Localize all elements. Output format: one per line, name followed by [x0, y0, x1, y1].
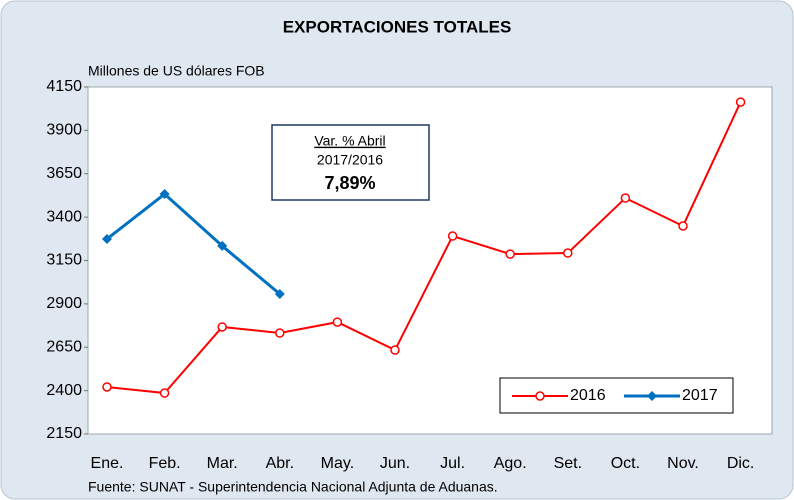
- plot-area: [87, 86, 773, 435]
- point: [505, 249, 515, 259]
- point: [735, 97, 746, 107]
- y-tick-label: 3650: [46, 165, 82, 182]
- y-tick-label: 2400: [46, 382, 82, 399]
- point: [390, 345, 400, 355]
- y-tick-label: 4150: [46, 78, 82, 95]
- legend-label: 2016: [570, 387, 606, 404]
- y-tick-label: 3400: [46, 208, 82, 225]
- annotation-sub: 2017/2016: [317, 152, 383, 168]
- x-tick-label: Dic.: [727, 455, 755, 472]
- source: Fuente: SUNAT - Superintendencia Naciona…: [88, 479, 498, 495]
- point: [563, 248, 573, 258]
- point: [275, 328, 285, 338]
- y-tick-label: 2900: [46, 295, 82, 312]
- x-tick-label: Jun.: [380, 455, 410, 472]
- point: [159, 189, 170, 200]
- line: [106, 192, 281, 296]
- point: [447, 231, 458, 241]
- x-tick-label: Jul.: [440, 455, 465, 472]
- annotation-title: Var. % Abril: [314, 133, 385, 149]
- x-tick-label: May.: [321, 455, 354, 472]
- x-tick-label: Nov.: [667, 455, 699, 472]
- point: [678, 221, 688, 231]
- line: [106, 101, 742, 395]
- x-tick-label: Ene.: [91, 455, 124, 472]
- point: [217, 240, 228, 251]
- point: [620, 193, 631, 203]
- point: [647, 391, 657, 401]
- y-tick-label: 3900: [46, 122, 82, 139]
- x-tick-label: Oct.: [611, 455, 640, 472]
- x-tick-label: Feb.: [149, 455, 181, 472]
- y-tick-label: 3150: [46, 252, 82, 269]
- x-tick-label: Set.: [554, 455, 582, 472]
- chart-title: EXPORTACIONES TOTALES: [283, 17, 512, 36]
- y-axis-label: Millones de US dólares FOB: [88, 63, 265, 79]
- point: [274, 288, 285, 299]
- y-tick-label: 2150: [46, 425, 82, 442]
- x-tick-label: Abr.: [266, 455, 294, 472]
- point: [217, 322, 227, 332]
- y-tick-label: 2650: [46, 338, 82, 355]
- x-tick-label: Mar.: [207, 455, 238, 472]
- legend-label: 2017: [682, 387, 718, 404]
- annotation-box: [271, 124, 430, 201]
- x-tick-label: Ago.: [494, 455, 527, 472]
- point: [535, 391, 545, 401]
- point: [332, 317, 343, 327]
- point: [102, 233, 112, 244]
- point: [102, 382, 112, 392]
- annotation-value: 7,89%: [324, 173, 375, 193]
- point: [159, 388, 170, 398]
